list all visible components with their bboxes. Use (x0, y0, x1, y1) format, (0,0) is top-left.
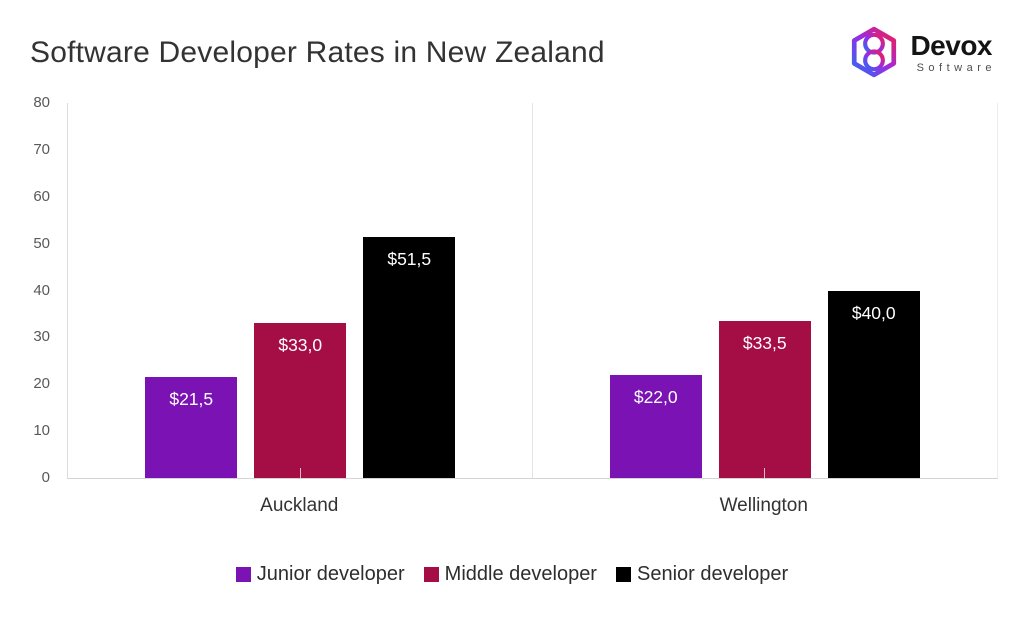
legend-swatch (235, 567, 251, 582)
legend-item-junior: Junior developer (235, 563, 405, 586)
category-label-auckland: Auckland (260, 495, 339, 516)
bar-value-label: $22,0 (633, 386, 678, 407)
y-tick-label: 30 (33, 328, 50, 346)
bar-wellington-middle: $33,5 (718, 320, 811, 478)
y-tick-label: 50 (33, 234, 50, 252)
category-tick (764, 468, 766, 478)
panel-divider (532, 103, 533, 478)
category-label-wellington: Wellington (719, 495, 808, 516)
bar-auckland-junior: $21,5 (145, 377, 238, 478)
plot-area: $21,5 $33,0 $51,5 $22,0 $33,5 $40,0 (67, 103, 998, 479)
y-tick-label: 60 (33, 187, 50, 205)
y-tick-label: 80 (33, 94, 50, 111)
bar-value-label: $21,5 (169, 389, 214, 410)
y-tick-label: 10 (33, 422, 50, 440)
y-tick-label: 70 (33, 140, 50, 158)
legend-item-senior: Senior developer (615, 563, 789, 586)
y-tick-label: 0 (41, 469, 50, 486)
legend-item-middle: Middle developer (423, 563, 597, 586)
bar-value-label: $51,5 (387, 248, 432, 269)
devox-logo: Devox Software (848, 26, 992, 78)
legend: Junior developer Middle developer Senior d… (0, 563, 1024, 586)
logo-brand: Devox (910, 29, 992, 61)
y-tick-label: 40 (33, 281, 50, 299)
legend-swatch (423, 567, 439, 582)
legend-swatch (615, 567, 631, 582)
bar-value-label: $40,0 (851, 302, 896, 323)
legend-label: Senior developer (636, 563, 789, 585)
legend-label: Junior developer (256, 563, 405, 585)
y-axis: 0 10 20 30 40 50 60 70 80 (0, 94, 58, 486)
bar-auckland-middle: $33,0 (254, 323, 347, 478)
logo-text: Devox Software (910, 29, 992, 74)
bar-value-label: $33,5 (742, 332, 787, 353)
logo-subtitle: Software (916, 61, 996, 74)
legend-label: Middle developer (444, 563, 597, 585)
bar-value-label: $33,0 (278, 335, 323, 356)
bar-auckland-senior: $51,5 (363, 236, 456, 478)
bar-wellington-junior: $22,0 (609, 374, 702, 478)
x-axis-labels: Auckland Wellington (67, 478, 996, 518)
page-title: Software Developer Rates in New Zealand (30, 36, 605, 69)
devox-hexagon-icon (852, 26, 897, 78)
category-tick (299, 468, 301, 478)
y-tick-label: 20 (33, 375, 50, 393)
bar-wellington-senior: $40,0 (827, 290, 920, 478)
